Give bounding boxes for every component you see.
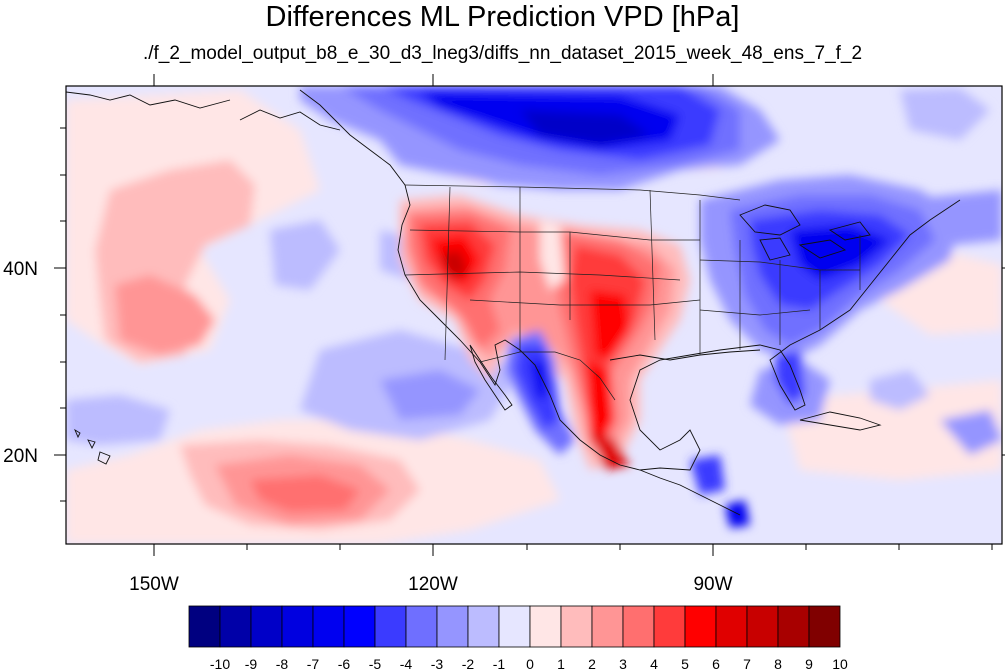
colorbar-label: 5 bbox=[681, 656, 689, 672]
colorbar-label: -10 bbox=[210, 656, 230, 672]
colorbar-swatch bbox=[188, 605, 221, 648]
colorbar-swatch bbox=[374, 605, 407, 648]
colorbar-swatch bbox=[436, 605, 469, 648]
colorbar-swatch bbox=[219, 605, 252, 648]
colorbar-swatch bbox=[560, 605, 593, 648]
colorbar-swatch bbox=[312, 605, 345, 648]
colorbar-swatch bbox=[343, 605, 376, 648]
colorbar-label: 4 bbox=[650, 656, 658, 672]
colorbar-swatch bbox=[529, 605, 562, 648]
colorbar-swatch bbox=[498, 605, 531, 648]
colorbar-label: 8 bbox=[774, 656, 782, 672]
colorbar-label: -5 bbox=[369, 656, 382, 672]
lon-label-120w: 120W bbox=[408, 574, 458, 595]
colorbar-label: -1 bbox=[493, 656, 506, 672]
colorbar-label: 3 bbox=[619, 656, 627, 672]
colorbar-swatch bbox=[622, 605, 655, 648]
colorbar-label: -4 bbox=[400, 656, 413, 672]
lat-label-40n: 40N bbox=[3, 259, 38, 280]
map-title: Differences ML Prediction VPD [hPa] bbox=[265, 1, 740, 33]
map-field bbox=[66, 86, 1002, 544]
map-subtitle: ./f_2_model_output_b8_e_30_d3_lneg3/diff… bbox=[142, 43, 863, 64]
colorbar-label: -8 bbox=[276, 656, 289, 672]
colorbar-label: -2 bbox=[462, 656, 475, 672]
field-anomalies bbox=[66, 86, 1002, 544]
colorbar-swatch bbox=[591, 605, 624, 648]
colorbar-swatch bbox=[467, 605, 500, 648]
colorbar-label: 1 bbox=[557, 656, 565, 672]
colorbar-labels: -10 -9 -8 -7 -6 -5 -4 -3 -2 -1 0 1 2 3 4 5 6 7 8 9 10 bbox=[210, 656, 848, 672]
colorbar-swatch bbox=[653, 605, 686, 648]
colorbar-label: -6 bbox=[338, 656, 351, 672]
colorbar-label: -9 bbox=[245, 656, 258, 672]
colorbar-swatch bbox=[250, 605, 283, 648]
colorbar bbox=[188, 605, 841, 648]
colorbar-swatch bbox=[746, 605, 779, 648]
borders bbox=[404, 184, 861, 401]
colorbar-label: 6 bbox=[712, 656, 720, 672]
colorbar-swatch bbox=[715, 605, 748, 648]
coastlines bbox=[66, 89, 961, 516]
lon-label-150w: 150W bbox=[129, 574, 179, 595]
colorbar-swatch bbox=[405, 605, 438, 648]
colorbar-swatch bbox=[808, 605, 841, 648]
colorbar-label: 7 bbox=[743, 656, 751, 672]
lat-label-20n: 20N bbox=[3, 446, 38, 467]
colorbar-label: -7 bbox=[307, 656, 320, 672]
lon-label-90w: 90W bbox=[693, 574, 732, 595]
colorbar-swatch bbox=[777, 605, 810, 648]
colorbar-swatch bbox=[684, 605, 717, 648]
colorbar-label: 10 bbox=[832, 656, 848, 672]
colorbar-label: 2 bbox=[588, 656, 596, 672]
colorbar-swatch bbox=[281, 605, 314, 648]
colorbar-label: 0 bbox=[526, 656, 534, 672]
colorbar-label: -3 bbox=[431, 656, 444, 672]
axis-ticks bbox=[54, 74, 1005, 556]
colorbar-label: 9 bbox=[805, 656, 813, 672]
